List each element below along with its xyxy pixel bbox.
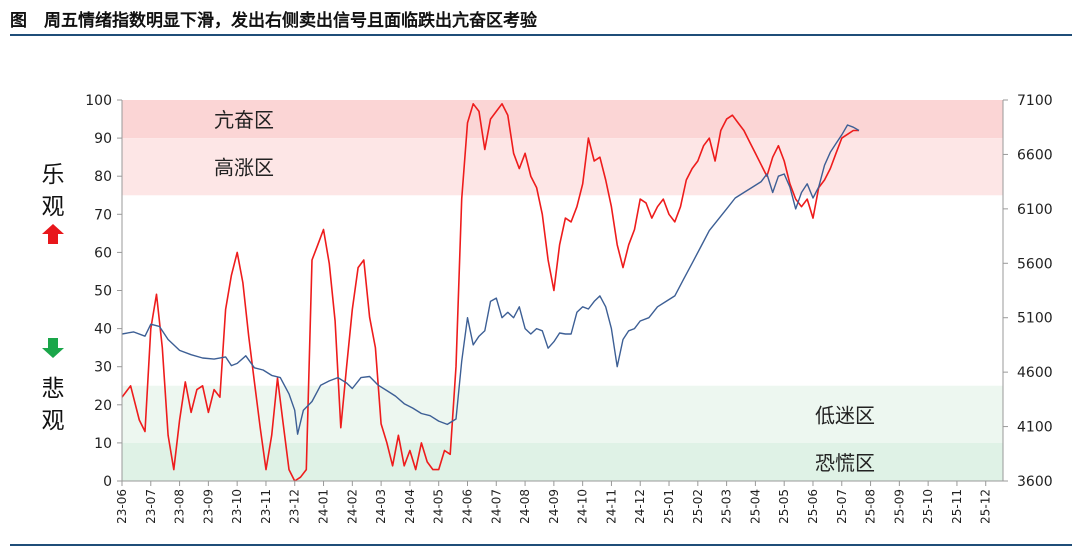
market-index-line [121, 124, 860, 435]
right-tick-label: 6100 [1017, 202, 1053, 218]
right-tick-label: 4100 [1017, 420, 1053, 436]
left-tick-label: 80 [94, 169, 112, 185]
right-tick-label: 5600 [1017, 256, 1053, 272]
sentiment-index-line [121, 103, 859, 482]
zone-label-2: 低迷区 [815, 403, 875, 427]
optimistic-label-top: 乐 [41, 162, 65, 188]
x-tick-label: 25-08 [864, 489, 878, 524]
left-tick-label: 50 [94, 284, 112, 300]
right-tick-label: 7100 [1017, 93, 1053, 109]
left-tick-label: 90 [94, 131, 112, 147]
zone-bands [122, 100, 1003, 481]
header-rule [10, 34, 1072, 36]
series-lines [121, 103, 860, 482]
x-tick-label: 23-10 [230, 489, 244, 524]
x-tick-label: 23-12 [288, 489, 302, 524]
right-tick-label: 4600 [1017, 365, 1053, 381]
x-tick-label: 24-02 [345, 489, 359, 524]
x-tick-label: 25-02 [691, 489, 705, 524]
left-tick-label: 40 [94, 322, 112, 338]
x-tick-label: 25-06 [806, 489, 820, 524]
x-tick-label: 25-07 [835, 489, 849, 524]
zone-label-0: 亢奋区 [214, 108, 274, 132]
zone-band-2 [122, 385, 1003, 443]
footer-rule [10, 544, 1072, 546]
x-tick-label: 23-07 [144, 489, 158, 524]
x-tick-label: 24-08 [518, 489, 532, 524]
x-tick-label: 25-11 [950, 489, 964, 524]
right-tick-label: 3600 [1017, 474, 1053, 490]
x-tick-label: 25-05 [777, 489, 791, 524]
pessimistic-label-top: 悲 [41, 376, 65, 402]
x-tick-label: 24-06 [460, 489, 474, 524]
x-tick-label: 25-01 [662, 489, 676, 524]
left-tick-label: 100 [85, 93, 112, 109]
x-tick-label: 24-01 [317, 489, 331, 524]
left-tick-label: 0 [103, 474, 112, 490]
x-tick-label: 24-04 [403, 489, 417, 524]
x-tick-label: 24-10 [576, 489, 590, 524]
x-tick-label: 25-10 [921, 489, 935, 524]
x-tick-label: 24-09 [547, 489, 561, 524]
x-tick-label: 24-07 [489, 489, 503, 524]
arrow-down-icon [42, 338, 64, 358]
right-tick-label: 5100 [1017, 311, 1053, 327]
x-tick-label: 25-04 [748, 489, 762, 524]
zone-band-1 [122, 138, 1003, 196]
pessimistic-label-bottom: 观 [41, 408, 65, 434]
zone-band-0 [122, 100, 1003, 139]
left-tick-label: 60 [94, 245, 112, 261]
arrow-up-icon [42, 224, 64, 244]
x-tick-label: 23-09 [201, 489, 215, 524]
left-tick-label: 10 [94, 436, 112, 452]
x-tick-label: 23-11 [259, 489, 273, 524]
left-tick-label: 20 [94, 398, 112, 414]
x-tick-label: 24-12 [633, 489, 647, 524]
x-tick-label: 23-06 [115, 489, 129, 524]
figure-header: 图 周五情绪指数明显下滑，发出右侧卖出信号且面临跌出亢奋区考验 [0, 0, 1080, 34]
x-tick-label: 25-03 [720, 489, 734, 524]
x-tick-label: 23-08 [173, 489, 187, 524]
x-tick-label: 24-05 [432, 489, 446, 524]
x-tick-label: 25-09 [892, 489, 906, 524]
left-tick-label: 70 [94, 207, 112, 223]
left-tick-label: 30 [94, 360, 112, 376]
x-tick-label: 24-03 [374, 489, 388, 524]
figure-title: 图 周五情绪指数明显下滑，发出右侧卖出信号且面临跌出亢奋区考验 [10, 11, 537, 31]
zone-label-3: 恐慌区 [815, 451, 875, 475]
zone-label-1: 高涨区 [214, 156, 274, 180]
optimistic-label-bottom: 观 [41, 194, 65, 220]
x-tick-label: 25-12 [979, 489, 993, 524]
right-tick-label: 6600 [1017, 147, 1053, 163]
x-tick-label: 24-11 [604, 489, 618, 524]
axes: 0 10 20 30 40 50 60 70 80 90 100 3600 4100 4600 5100 56… [85, 93, 1052, 524]
